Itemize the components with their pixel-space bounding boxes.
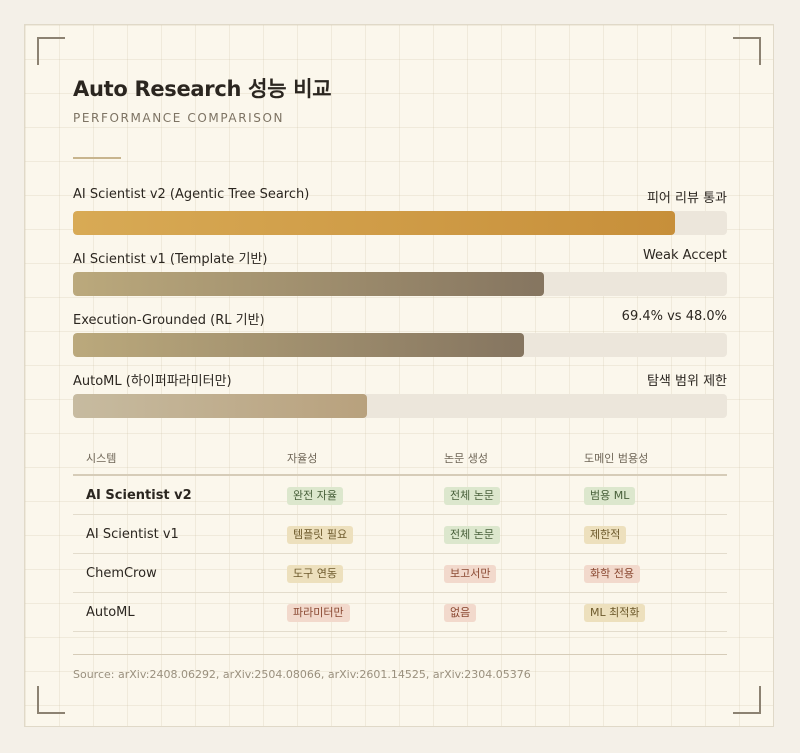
system-name: ChemCrow bbox=[86, 566, 157, 581]
table-header: 시스템 자율성 논문 생성 도메인 범용성 bbox=[73, 443, 727, 476]
bar-row: Execution-Grounded (RL 기반) 69.4% vs 48.0… bbox=[73, 309, 727, 357]
bar-fill bbox=[73, 333, 525, 357]
bar-row: AI Scientist v2 (Agentic Tree Search) 피어… bbox=[73, 187, 727, 235]
bar-annotation: Weak Accept bbox=[642, 248, 727, 263]
bar-annotation: 피어 리뷰 통과 bbox=[646, 191, 727, 206]
bar-row: AutoML (하이퍼파라미터만) 탐색 범위 제한 bbox=[73, 370, 727, 418]
autonomy-tag: 템플릿 필요 bbox=[287, 526, 354, 544]
title-divider bbox=[73, 157, 121, 159]
system-name: AutoML bbox=[86, 605, 135, 620]
bar-track bbox=[73, 333, 727, 357]
paper-tag: 보고서만 bbox=[444, 565, 497, 583]
bar-fill bbox=[73, 272, 544, 296]
header-paper: 논문 생성 bbox=[444, 452, 488, 465]
corner-mark-top-left bbox=[37, 37, 65, 65]
bar-row: AI Scientist v1 (Template 기반) Weak Accep… bbox=[73, 248, 727, 296]
autonomy-tag: 파라미터만 bbox=[287, 604, 350, 622]
paper-tag: 전체 논문 bbox=[444, 487, 500, 505]
bar-label: AI Scientist v2 (Agentic Tree Search) bbox=[73, 187, 310, 202]
bar-track bbox=[73, 394, 727, 418]
system-name: AI Scientist v2 bbox=[86, 488, 192, 503]
bar-label: AI Scientist v1 (Template 기반) bbox=[73, 252, 268, 267]
system-name: AI Scientist v1 bbox=[86, 527, 179, 542]
header-autonomy: 자율성 bbox=[287, 452, 318, 465]
bar-fill bbox=[73, 394, 368, 418]
table-row: AI Scientist v2 완전 자율 전체 논문 범용 ML bbox=[73, 476, 727, 515]
bar-track bbox=[73, 211, 727, 235]
comparison-card: Auto Research 성능 비교 PERFORMANCE COMPARIS… bbox=[24, 24, 774, 727]
domain-tag: 범용 ML bbox=[584, 487, 636, 505]
footer-divider bbox=[73, 654, 727, 655]
domain-tag: 화학 전용 bbox=[584, 565, 640, 583]
bar-annotation: 탐색 범위 제한 bbox=[646, 374, 727, 389]
table-row: AI Scientist v1 템플릿 필요 전체 논문 제한적 bbox=[73, 515, 727, 554]
corner-mark-bottom-right bbox=[733, 686, 761, 714]
bar-label: AutoML (하이퍼파라미터만) bbox=[73, 374, 232, 389]
comparison-table: 시스템 자율성 논문 생성 도메인 범용성 AI Scientist v2 완전… bbox=[73, 443, 727, 632]
domain-tag: 제한적 bbox=[584, 526, 627, 544]
autonomy-tag: 완전 자율 bbox=[287, 487, 343, 505]
autonomy-tag: 도구 연동 bbox=[287, 565, 343, 583]
bar-fill bbox=[73, 211, 675, 235]
bar-label: Execution-Grounded (RL 기반) bbox=[73, 313, 265, 328]
table-row: ChemCrow 도구 연동 보고서만 화학 전용 bbox=[73, 554, 727, 593]
bar-track bbox=[73, 272, 727, 296]
page-title: Auto Research 성능 비교 bbox=[73, 77, 332, 101]
page-subtitle: PERFORMANCE COMPARISON bbox=[73, 111, 285, 125]
source-citation: Source: arXiv:2408.06292, arXiv:2504.080… bbox=[73, 668, 531, 681]
paper-tag: 없음 bbox=[444, 604, 477, 622]
header-system: 시스템 bbox=[86, 452, 117, 465]
bar-annotation: 69.4% vs 48.0% bbox=[621, 309, 727, 324]
corner-mark-top-right bbox=[733, 37, 761, 65]
domain-tag: ML 최적화 bbox=[584, 604, 646, 622]
header-domain: 도메인 범용성 bbox=[584, 452, 649, 465]
paper-tag: 전체 논문 bbox=[444, 526, 500, 544]
table-row: AutoML 파라미터만 없음 ML 최적화 bbox=[73, 593, 727, 632]
corner-mark-bottom-left bbox=[37, 686, 65, 714]
